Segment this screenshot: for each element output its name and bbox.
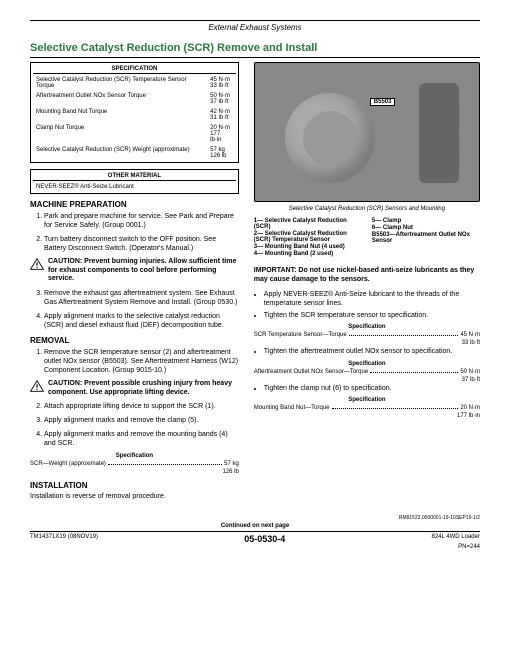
left-column: SPECIFICATION Selective Catalyst Reducti… bbox=[30, 62, 239, 500]
install-heading: INSTALLATION bbox=[30, 481, 239, 490]
page-title: Selective Catalyst Reduction (SCR) Remov… bbox=[30, 42, 480, 58]
spec-cell: 57 kg126 lb bbox=[207, 146, 236, 160]
removal-list: Remove the SCR temperature sensor (2) an… bbox=[30, 348, 239, 375]
spec-cell: 20 N·m177 lb·in bbox=[207, 124, 236, 144]
removal-list-2: Attach appropriate lifting device to sup… bbox=[30, 402, 239, 448]
bullet-item: Tighten the SCR temperature sensor to sp… bbox=[264, 311, 480, 320]
caution-text: CAUTION: Prevent burning injuries. Allow… bbox=[48, 258, 239, 283]
prep-step: Apply alignment marks to the selective c… bbox=[44, 312, 239, 330]
important-note: IMPORTANT: Do not use nickel-based anti-… bbox=[254, 266, 480, 284]
legend: 1— Selective Catalyst Reduction (SCR) 2—… bbox=[254, 218, 480, 258]
removal-heading: REMOVAL bbox=[30, 336, 239, 345]
spec-line: Mounting Band Nut—Torque20 N·m bbox=[254, 404, 480, 411]
img-shape bbox=[419, 83, 459, 183]
spec-line: Aftertreatment Outlet NOx Sensor—Torque5… bbox=[254, 368, 480, 375]
spec-cell: 45 N·m33 lb·ft bbox=[207, 76, 236, 90]
spec-label: Specification bbox=[30, 453, 239, 459]
spec-line: 33 lb·ft bbox=[254, 339, 480, 346]
caution-icon bbox=[30, 258, 44, 270]
img-code: TX1234567—UN—18SEP19 bbox=[454, 103, 460, 167]
figure-image: B5503 TX1234567—UN—18SEP19 bbox=[254, 62, 480, 202]
bullet-item: Tighten the clamp nut (6) to specificati… bbox=[264, 384, 480, 393]
bullet-list: Tighten the aftertreatment outlet NOx se… bbox=[254, 347, 480, 356]
legend-item: 4— Mounting Band (2 used) bbox=[254, 251, 362, 257]
spec-line: 37 lb·ft bbox=[254, 376, 480, 383]
removal-step: Attach appropriate lifting device to sup… bbox=[44, 402, 239, 411]
specification-table: SPECIFICATION Selective Catalyst Reducti… bbox=[30, 62, 239, 163]
bullet-item: Tighten the aftertreatment outlet NOx se… bbox=[264, 347, 480, 356]
prep-step: Park and prepare machine for service. Se… bbox=[44, 212, 239, 230]
legend-item: 5— Clamp bbox=[372, 218, 480, 224]
footer-continued: Continued on next page bbox=[30, 523, 480, 532]
prep-heading: MACHINE PREPARATION bbox=[30, 200, 239, 209]
spec-cell: Mounting Band Nut Torque bbox=[33, 108, 205, 122]
bullet-item: Apply NEVER-SEEZ® Anti-Seize lubricant t… bbox=[264, 290, 480, 308]
legend-item: 3— Mounting Band Nut (4 used) bbox=[254, 244, 362, 250]
figure-caption: Selective Catalyst Reduction (SCR) Senso… bbox=[254, 206, 480, 212]
spec-label: Specification bbox=[254, 397, 480, 403]
caution-icon bbox=[30, 380, 44, 392]
footer-code: RM91522,0000001-19-10SEP19-1/2 bbox=[30, 515, 480, 521]
legend-left: 1— Selective Catalyst Reduction (SCR) 2—… bbox=[254, 218, 362, 258]
footer-right: 824L 4WD Loader bbox=[432, 534, 480, 544]
bullet-list: Tighten the clamp nut (6) to specificati… bbox=[254, 384, 480, 393]
bullet-list: Apply NEVER-SEEZ® Anti-Seize lubricant t… bbox=[254, 290, 480, 320]
prep-step: Turn battery disconnect switch to the OF… bbox=[44, 235, 239, 253]
spec-cell: Clamp Nut Torque bbox=[33, 124, 205, 144]
spec-cell: Aftertreatment Outlet NOx Sensor Torque bbox=[33, 92, 205, 106]
prep-step: Remove the exhaust gas aftertreatment sy… bbox=[44, 289, 239, 307]
spec-line: 126 lb bbox=[30, 468, 239, 475]
caution-text: CAUTION: Prevent possible crushing injur… bbox=[48, 380, 239, 397]
spec-cell: 50 N·m37 lb·ft bbox=[207, 92, 236, 106]
install-text: Installation is reverse of removal proce… bbox=[30, 493, 239, 500]
legend-right: 5— Clamp 6— Clamp Nut B5503—Aftertreatme… bbox=[372, 218, 480, 258]
legend-item: 6— Clamp Nut bbox=[372, 225, 480, 231]
prep-list-2: Remove the exhaust gas aftertreatment sy… bbox=[30, 289, 239, 330]
legend-item: B5503—Aftertreatment Outlet NOx Sensor bbox=[372, 232, 480, 244]
spec-cell: 42 N·m31 lb·ft bbox=[207, 108, 236, 122]
removal-step: Remove the SCR temperature sensor (2) an… bbox=[44, 348, 239, 375]
spec-cell: Selective Catalyst Reduction (SCR) Weigh… bbox=[33, 146, 205, 160]
spec-line: SCR Temperature Sensor—Torque45 N·m bbox=[254, 331, 480, 338]
caution-block: CAUTION: Prevent burning injuries. Allow… bbox=[30, 258, 239, 283]
two-column-layout: SPECIFICATION Selective Catalyst Reducti… bbox=[30, 62, 480, 500]
spec-line: SCR—Weight (approximate)57 kg bbox=[30, 460, 239, 467]
other-mat-header: OTHER MATERIAL bbox=[33, 172, 236, 181]
spec-cell: Selective Catalyst Reduction (SCR) Tempe… bbox=[33, 76, 205, 90]
footer-row: TM14371X19 (08NOV19) 05-0530-4 824L 4WD … bbox=[30, 534, 480, 544]
header-rule bbox=[30, 20, 480, 21]
footer-pn: PN=244 bbox=[30, 544, 480, 550]
spec-header: SPECIFICATION bbox=[33, 65, 236, 74]
legend-item: 1— Selective Catalyst Reduction (SCR) bbox=[254, 218, 362, 230]
removal-step: Apply alignment marks and remove the cla… bbox=[44, 416, 239, 425]
legend-item: 2— Selective Catalyst Reduction (SCR) Te… bbox=[254, 231, 362, 243]
other-mat-item: NEVER-SEEZ® Anti-Seize Lubricant bbox=[33, 183, 236, 191]
footer: RM91522,0000001-19-10SEP19-1/2 Continued… bbox=[30, 515, 480, 550]
header-section: External Exhaust Systems bbox=[30, 23, 480, 32]
removal-step: Apply alignment marks and remove the mou… bbox=[44, 430, 239, 448]
spec-line: 177 lb·in bbox=[254, 412, 480, 419]
right-column: B5503 TX1234567—UN—18SEP19 Selective Cat… bbox=[254, 62, 480, 500]
caution-block: CAUTION: Prevent possible crushing injur… bbox=[30, 380, 239, 397]
spec-label: Specification bbox=[254, 361, 480, 367]
footer-center: 05-0530-4 bbox=[244, 534, 285, 544]
other-material-table: OTHER MATERIAL NEVER-SEEZ® Anti-Seize Lu… bbox=[30, 169, 239, 194]
img-callout-label: B5503 bbox=[370, 98, 396, 106]
page: External Exhaust Systems Selective Catal… bbox=[0, 0, 510, 570]
footer-left: TM14371X19 (08NOV19) bbox=[30, 534, 98, 544]
spec-label: Specification bbox=[254, 324, 480, 330]
prep-list: Park and prepare machine for service. Se… bbox=[30, 212, 239, 253]
